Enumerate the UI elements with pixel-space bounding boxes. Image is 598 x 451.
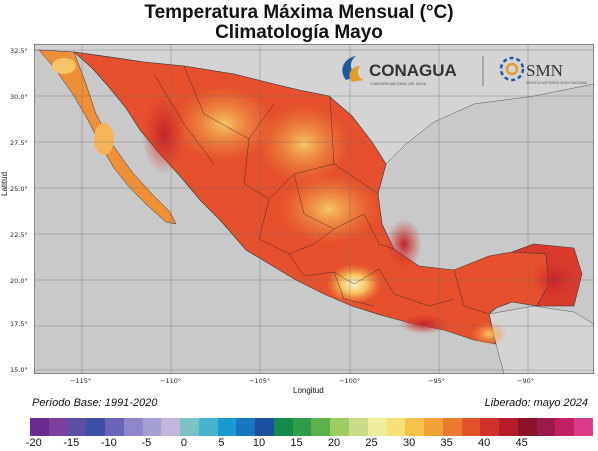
lat-tick-30: 30.0° bbox=[10, 93, 28, 101]
color-scale-tick-label: 10 bbox=[252, 437, 266, 449]
smn-subtitle: SERVICIO METEOROLÓGICO NACIONAL bbox=[526, 80, 588, 85]
lon-tick-115: −115° bbox=[70, 377, 92, 385]
color-scale-swatch bbox=[86, 418, 106, 436]
lat-tick-27-5: 27.5° bbox=[10, 139, 28, 147]
color-scale-swatch bbox=[442, 418, 462, 436]
color-scale-tick-label: 5 bbox=[218, 437, 225, 449]
lon-tick-100: −100° bbox=[339, 377, 361, 385]
temperature-map: CONAGUA COMISIÓN NACIONAL DEL AGUA SMN S… bbox=[33, 43, 595, 375]
lat-tick-15: 15.0° bbox=[10, 366, 28, 374]
conagua-name: CONAGUA bbox=[369, 61, 457, 80]
lat-tick-20: 20.0° bbox=[10, 277, 28, 285]
color-scale-swatch bbox=[48, 418, 68, 436]
y-axis-label: Latitud bbox=[0, 171, 9, 196]
color-scale-swatch bbox=[405, 418, 425, 436]
color-scale-tick-label: -15 bbox=[63, 437, 80, 449]
lat-tick-25: 25.0° bbox=[10, 185, 28, 193]
lon-tick-90: −90° bbox=[517, 377, 534, 385]
x-axis-label: Longitud bbox=[293, 386, 324, 395]
conagua-logo: CONAGUA COMISIÓN NACIONAL DEL AGUA bbox=[342, 56, 457, 86]
color-scale-tick-label: 35 bbox=[440, 437, 453, 449]
smn-name: SMN bbox=[526, 61, 563, 80]
color-scale-swatch bbox=[349, 418, 368, 436]
map-subtitle: Climatología Mayo bbox=[215, 22, 383, 43]
color-scale-tick-label: 15 bbox=[290, 437, 303, 449]
color-scale-swatch bbox=[123, 418, 143, 436]
color-scale-swatch bbox=[30, 418, 49, 436]
color-scale-swatch bbox=[67, 418, 87, 436]
color-scale-swatch bbox=[198, 418, 218, 436]
coahuila-warm-zone bbox=[259, 104, 349, 184]
color-scale-swatch bbox=[517, 418, 537, 436]
color-scale-swatch bbox=[574, 418, 593, 436]
smn-logo: SMN SERVICIO METEOROLÓGICO NACIONAL bbox=[499, 56, 588, 85]
color-scale-tick-label: -10 bbox=[100, 437, 117, 449]
yucatan-hot-zone bbox=[532, 259, 576, 299]
color-scale-swatch bbox=[386, 418, 406, 436]
color-scale-swatch bbox=[461, 418, 481, 436]
lon-tick-95: −95° bbox=[428, 377, 445, 385]
color-scale-swatch bbox=[367, 418, 387, 436]
color-scale-swatch bbox=[480, 418, 500, 436]
color-scale-swatch bbox=[292, 418, 312, 436]
central-america-land bbox=[488, 305, 595, 375]
color-scale-tick-label: 30 bbox=[402, 437, 416, 449]
color-scale-swatch bbox=[555, 418, 575, 436]
color-scale-tick-label: 45 bbox=[515, 437, 528, 449]
color-scale-swatch bbox=[311, 418, 331, 436]
color-scale-tick-label: 0 bbox=[180, 437, 187, 449]
color-scale-swatch bbox=[273, 418, 293, 436]
color-scale-swatch bbox=[236, 418, 256, 436]
state-borders bbox=[153, 65, 490, 315]
conagua-subtitle: COMISIÓN NACIONAL DEL AGUA bbox=[370, 81, 427, 86]
altiplano-warm-zone bbox=[279, 174, 379, 244]
chiapas-highlands-zone bbox=[471, 322, 507, 346]
map-panel: CONAGUA COMISIÓN NACIONAL DEL AGUA SMN S… bbox=[33, 43, 595, 375]
color-scale-bar bbox=[30, 418, 593, 436]
color-scale-tick-label: 25 bbox=[365, 437, 378, 449]
color-scale-swatch bbox=[499, 418, 518, 436]
color-scale-swatch bbox=[330, 418, 350, 436]
lat-tick-32-5: 32.5° bbox=[10, 47, 28, 55]
color-scale-swatch bbox=[142, 418, 162, 436]
color-scale-swatch bbox=[180, 418, 199, 436]
color-scale-swatch bbox=[105, 418, 124, 436]
sonora-hot-zone bbox=[142, 94, 186, 174]
color-scale-swatch bbox=[255, 418, 274, 436]
baja-warm-zone bbox=[52, 58, 76, 74]
color-scale-tick-label: 40 bbox=[478, 437, 491, 449]
release-date-note: Liberado: mayo 2024 bbox=[484, 397, 588, 409]
chihuahua-warm-zone bbox=[174, 86, 274, 162]
color-scale-swatch bbox=[536, 418, 556, 436]
lon-tick-105: −105° bbox=[249, 377, 271, 385]
color-scale-swatch bbox=[424, 418, 443, 436]
lat-tick-17-5: 17.5° bbox=[10, 320, 28, 328]
baja-central-zone bbox=[94, 123, 114, 155]
color-scale-tick-label: 20 bbox=[327, 437, 341, 449]
color-scale-tick-label: -20 bbox=[25, 437, 42, 449]
balsas-hot-zone bbox=[399, 314, 449, 334]
base-period-note: Período Base: 1991-2020 bbox=[32, 397, 158, 409]
lon-tick-110: −110° bbox=[160, 377, 182, 385]
color-scale-swatch bbox=[217, 418, 237, 436]
huasteca-hot-zone bbox=[386, 219, 422, 269]
lat-tick-22-5: 22.5° bbox=[10, 231, 28, 239]
color-scale-swatch bbox=[161, 418, 181, 436]
map-title: Temperatura Máxima Mensual (°C) bbox=[144, 2, 454, 23]
graticule bbox=[34, 44, 594, 374]
color-scale-tick-label: -5 bbox=[141, 437, 152, 449]
